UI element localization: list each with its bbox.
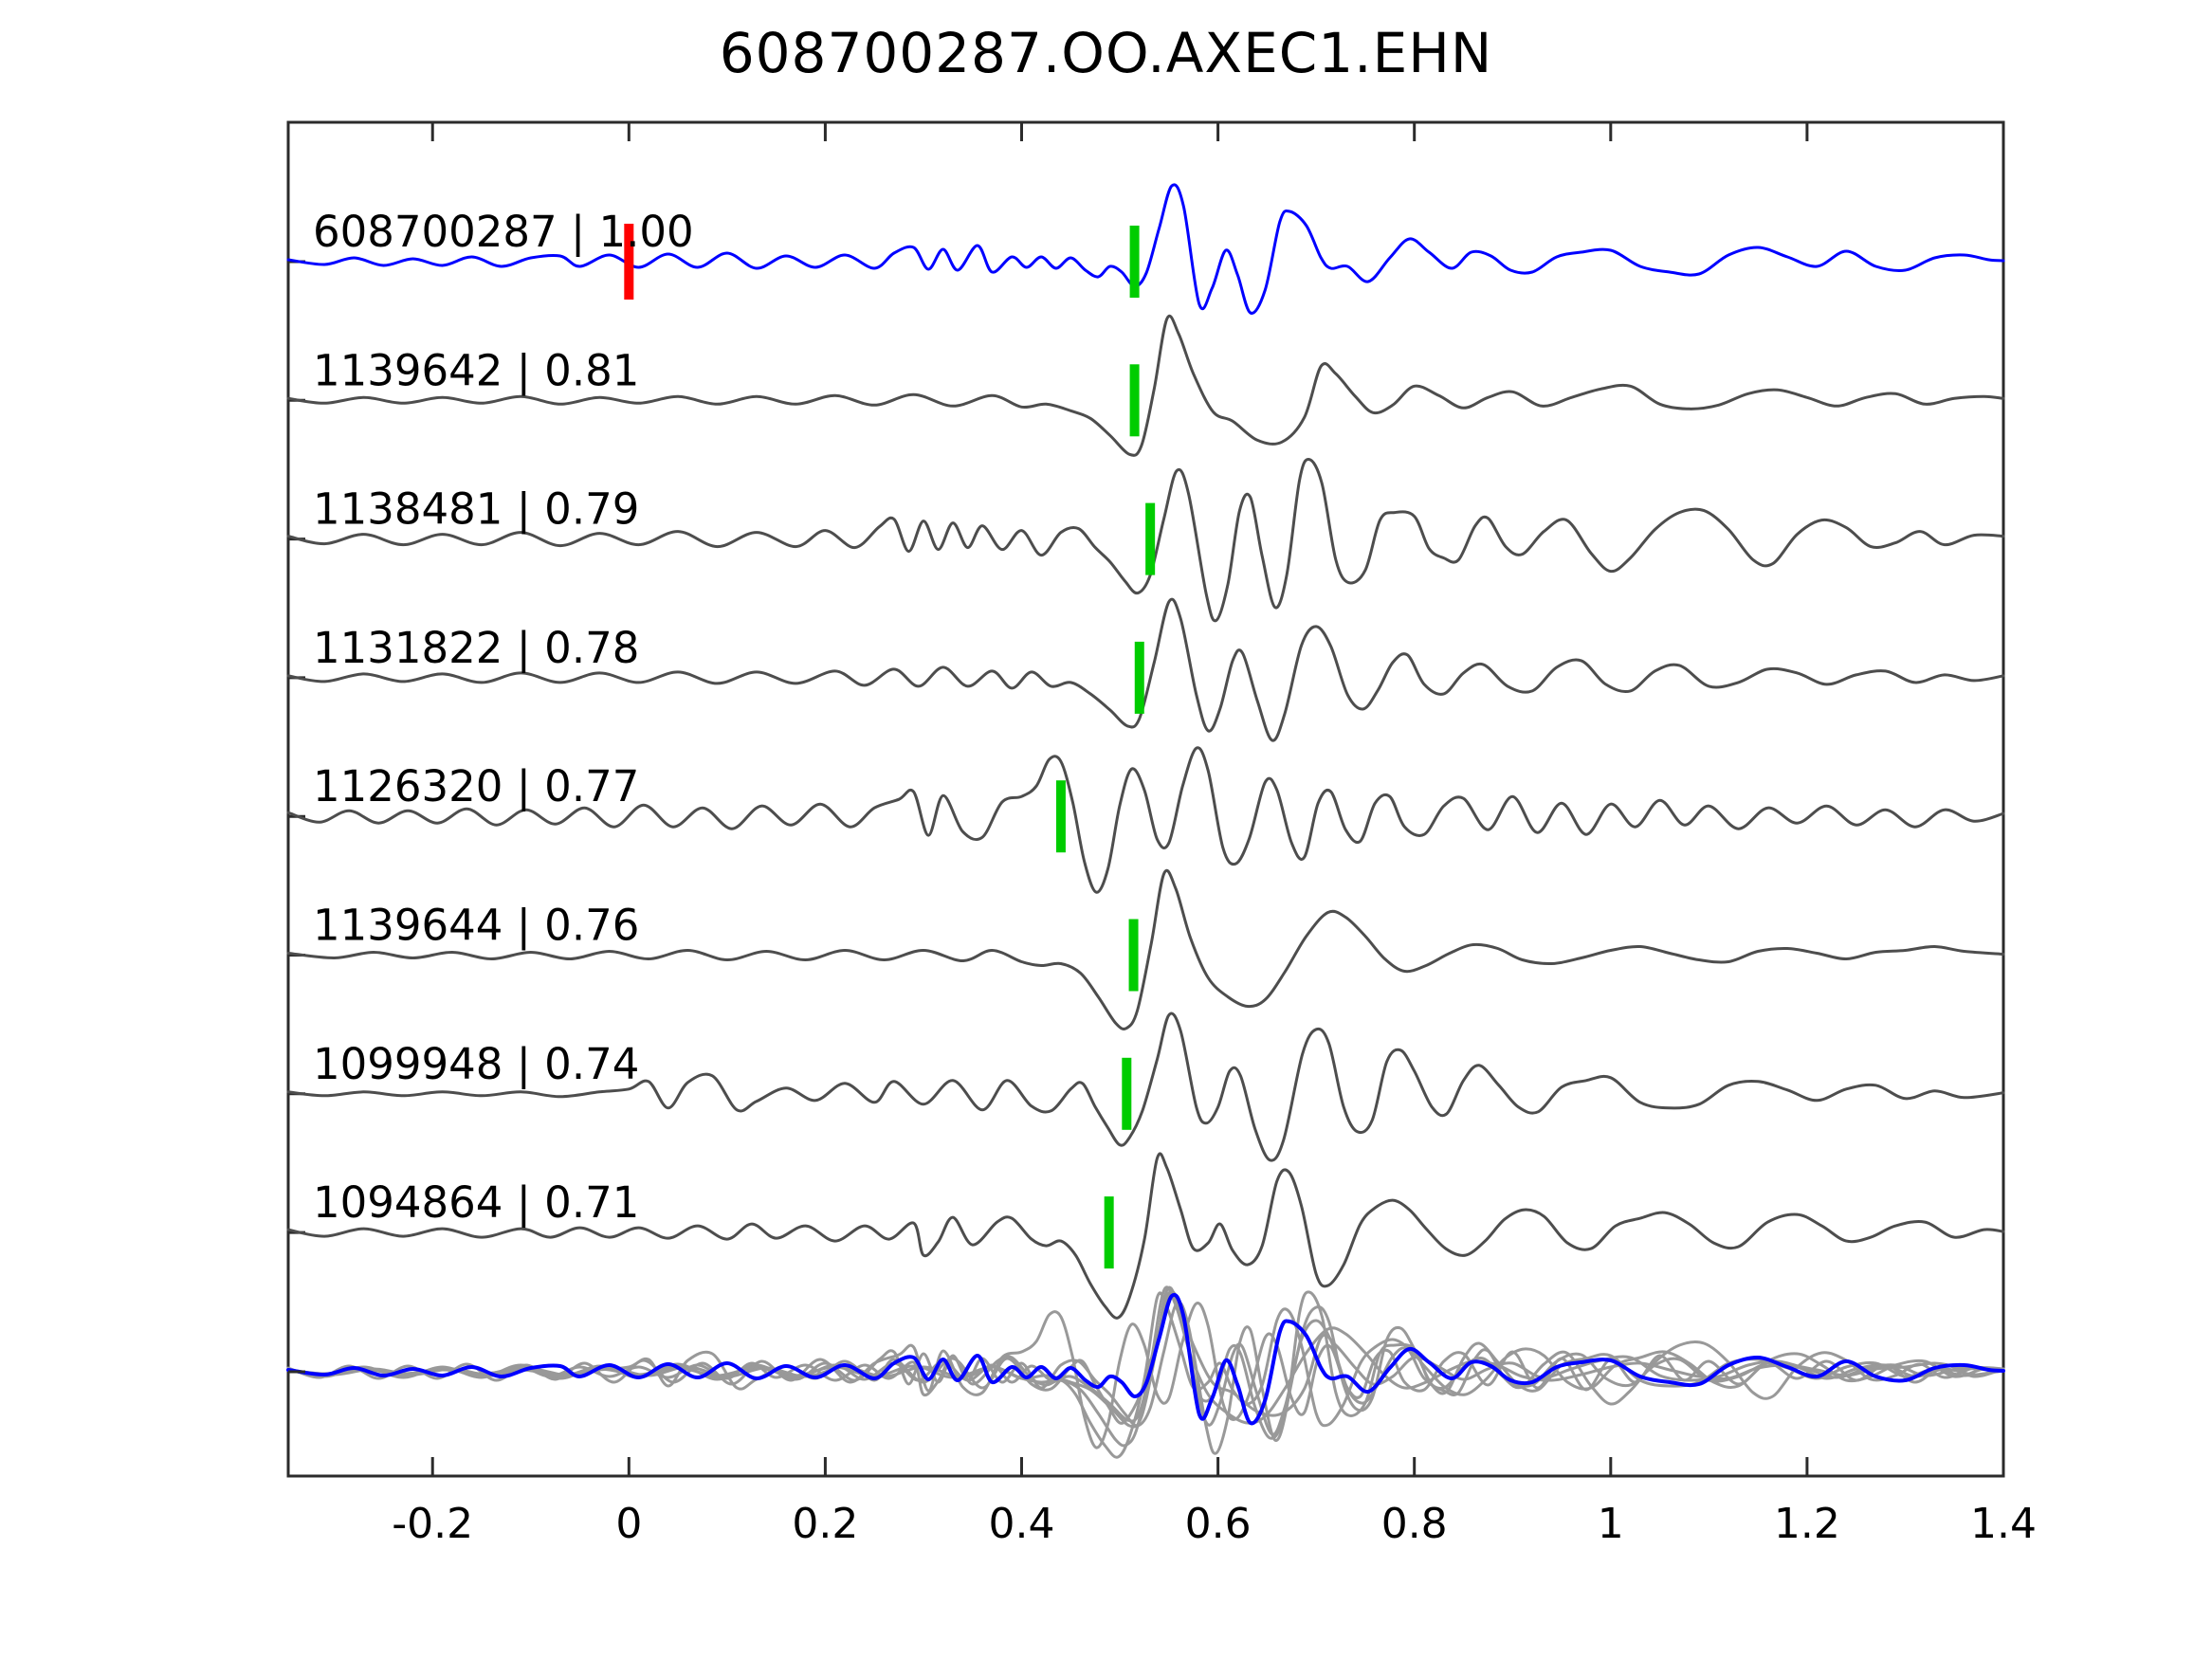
x-tick-label: 0.4 [989, 1500, 1055, 1548]
pick-marker [1128, 919, 1139, 992]
overlay-detection-trace [286, 1285, 2005, 1448]
overlay-detection-trace [286, 1289, 2005, 1440]
x-tick-label: 1.4 [1970, 1500, 2037, 1548]
pick-marker [1145, 502, 1156, 575]
overlay-detection-trace [286, 1291, 2005, 1459]
trace-label: 1139644 | 0.76 [313, 901, 639, 951]
trace-label: 1131822 | 0.78 [313, 623, 639, 673]
template-trace [286, 183, 2005, 315]
pick-marker [1055, 780, 1066, 853]
detection-trace [286, 458, 2005, 623]
plot-border [286, 120, 2005, 1478]
x-tick-label: 0.8 [1381, 1500, 1448, 1548]
pick-marker [1122, 1057, 1132, 1130]
trace-label: 1126320 | 0.77 [313, 761, 639, 811]
x-tick-label: -0.2 [392, 1500, 473, 1548]
trace-label: 1139642 | 0.81 [313, 345, 639, 395]
pick-marker [1129, 226, 1140, 298]
figure-title: 608700287.OO.AXEC1.EHN [719, 21, 1493, 85]
x-tick-label: 1 [1598, 1500, 1624, 1548]
x-tick-label: 0.2 [792, 1500, 858, 1548]
pick-marker [1134, 641, 1144, 714]
detection-trace [286, 597, 2005, 742]
template-zero-marker [624, 224, 634, 300]
x-tick-label: 1.2 [1774, 1500, 1840, 1548]
overlay-template-trace [286, 1292, 2005, 1426]
pick-marker [1104, 1196, 1114, 1269]
pick-marker [1129, 364, 1140, 437]
overlay-detection-trace [286, 1291, 2005, 1436]
detection-trace [286, 1152, 2005, 1320]
trace-label: 1138481 | 0.79 [313, 484, 639, 535]
overlay-detection-trace [286, 1302, 2005, 1449]
x-tick-label: 0.6 [1185, 1500, 1252, 1548]
trace-label: 1094864 | 0.71 [313, 1177, 639, 1228]
detection-trace [286, 1012, 2005, 1162]
trace-label: 1099948 | 0.74 [313, 1039, 639, 1089]
detection-trace [286, 868, 2005, 1030]
x-tick-label: 0 [615, 1500, 642, 1548]
trace-label: 608700287 | 1.00 [313, 207, 694, 257]
detection-trace [286, 314, 2005, 457]
detection-trace [286, 746, 2005, 894]
